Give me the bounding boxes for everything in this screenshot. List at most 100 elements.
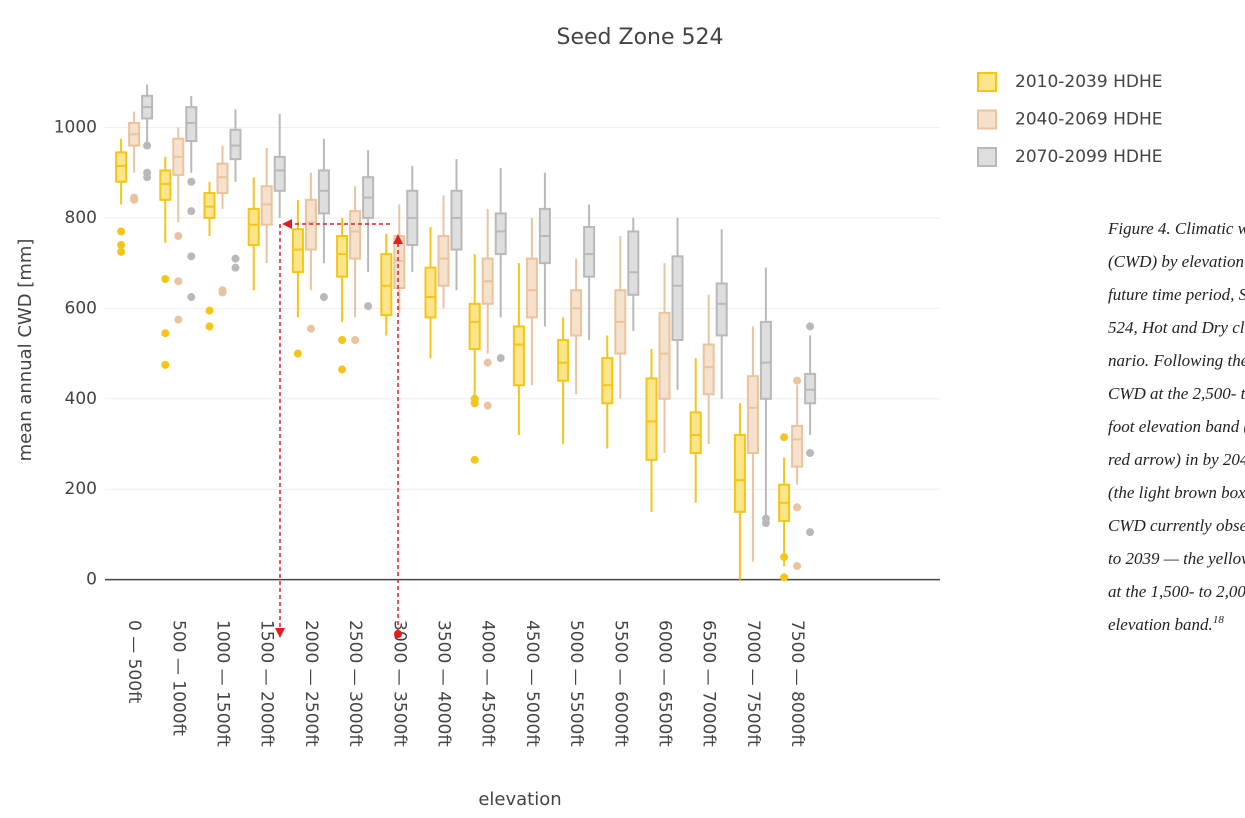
box	[689, 411, 702, 455]
outlier	[793, 503, 802, 512]
box	[349, 210, 362, 260]
box	[450, 189, 463, 251]
outlier	[117, 247, 126, 256]
caption-line: elevation band.	[1108, 615, 1213, 634]
caption-line: at the 1,500- to 2,000-foot	[1108, 582, 1245, 601]
caption-line: (the light brown boxes) matc	[1108, 483, 1245, 502]
box	[570, 289, 583, 337]
outlier	[143, 141, 152, 150]
legend-swatch	[977, 109, 997, 130]
x-tick-label: 3000 — 3500ft	[389, 620, 409, 747]
x-tick-label: 4500 — 5000ft	[522, 620, 542, 747]
outlier	[187, 252, 196, 261]
caption: Figure 4. Climatic water def (CWD) by ele…	[1107, 219, 1245, 634]
box	[260, 185, 273, 226]
x-tick-label: 6000 — 6500ft	[655, 620, 675, 747]
box	[247, 207, 260, 247]
outlier	[117, 241, 126, 250]
outlier	[174, 277, 183, 286]
outlier	[806, 449, 815, 458]
box	[494, 212, 507, 256]
caption-line: Figure 4. Climatic water def	[1107, 219, 1245, 238]
outlier	[174, 315, 183, 324]
box	[216, 162, 229, 195]
x-tick-label: 1000 — 1500ft	[213, 620, 233, 747]
outlier	[483, 401, 492, 410]
box	[336, 235, 349, 278]
box	[715, 282, 728, 337]
box	[203, 192, 216, 219]
box	[702, 343, 715, 396]
outlier	[351, 336, 360, 344]
arrow-head	[393, 234, 403, 244]
outlier	[470, 455, 479, 464]
outlier	[364, 302, 373, 311]
x-axis-title: elevation	[478, 789, 561, 810]
box	[424, 266, 437, 319]
annotation-arrows	[279, 223, 399, 632]
box	[317, 169, 330, 215]
legend-label: 2070-2099 HDHE	[1015, 147, 1162, 167]
outlier	[306, 324, 315, 333]
arrow-head	[282, 219, 292, 229]
y-tick-label: 200	[65, 479, 97, 499]
box	[393, 235, 406, 289]
caption-line: CWD at the 2,500- to 3,00	[1108, 384, 1245, 403]
outlier	[338, 365, 347, 374]
outlier	[231, 263, 240, 272]
outlier	[806, 528, 815, 537]
box	[525, 257, 538, 319]
box	[557, 339, 570, 382]
footnote-ref: 18	[1213, 614, 1225, 626]
y-axis-title: mean annual CWD [mm]	[15, 239, 36, 462]
outlier	[761, 519, 770, 528]
outlier	[205, 306, 214, 315]
box	[759, 320, 772, 400]
outlier	[161, 329, 170, 338]
legend-label: 2010-2039 HDHE	[1015, 72, 1162, 92]
x-tick-label: 1500 — 2000ft	[257, 620, 277, 747]
outlier	[780, 433, 789, 442]
x-tick-label: 5500 — 6000ft	[610, 620, 630, 747]
box	[671, 255, 684, 342]
caption-line: 524, Hot and Dry climate sc	[1108, 318, 1245, 337]
x-tick-label: 0 — 500ft	[124, 620, 144, 704]
box	[159, 169, 172, 201]
box	[658, 311, 671, 400]
box	[185, 106, 198, 143]
caption-line: to 2039 — the yellow boxes,	[1108, 549, 1245, 568]
box	[645, 377, 658, 461]
caption-line: foot elevation band (rightmo	[1108, 417, 1245, 436]
box	[746, 375, 759, 455]
outlier	[231, 254, 240, 263]
box	[583, 225, 596, 278]
y-tick-label: 1000	[54, 117, 97, 137]
box	[437, 235, 450, 287]
outlier	[483, 358, 492, 367]
legend-label: 2040-2069 HDHE	[1015, 110, 1162, 130]
arrow-head	[275, 628, 285, 638]
caption-line: red arrow) in by 2040 to 20	[1108, 450, 1245, 469]
caption-line: CWD currently observed (20	[1108, 516, 1245, 535]
box	[229, 128, 242, 161]
caption-line: nario. Following the red arro	[1108, 351, 1245, 370]
outlier	[338, 336, 347, 344]
outlier	[218, 288, 227, 297]
box	[733, 433, 746, 513]
outlier	[130, 195, 139, 204]
outlier	[205, 322, 214, 331]
x-tick-label: 7000 — 7500ft	[743, 620, 763, 747]
outlier	[117, 227, 126, 236]
plot-area: 0 200 400 600 800 1000 0 — 500ft 500 — 1000ft 10…	[54, 84, 940, 747]
box	[601, 357, 614, 405]
box	[512, 325, 525, 387]
caption-line: future time period, Seed Zon	[1108, 285, 1245, 304]
arrow-heads	[275, 219, 403, 638]
x-tick-label: 5000 — 5500ft	[566, 620, 586, 747]
legend-swatch	[977, 72, 997, 92]
outlier	[793, 376, 802, 385]
box	[468, 302, 481, 351]
outlier	[793, 562, 802, 571]
outlier	[319, 293, 328, 302]
y-tick-label: 0	[86, 570, 97, 590]
